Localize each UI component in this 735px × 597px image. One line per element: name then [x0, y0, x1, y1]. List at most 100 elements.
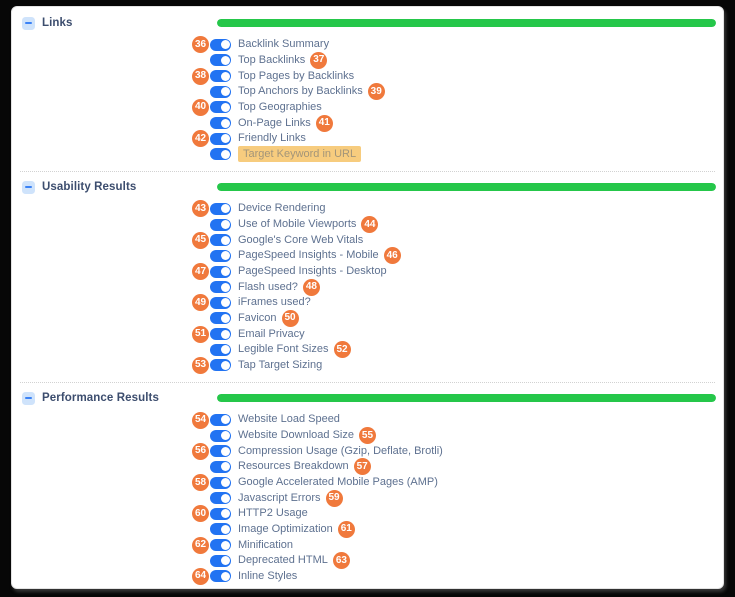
item-badge-slot: 42	[192, 130, 210, 148]
collapse-section-button[interactable]	[22, 16, 35, 30]
item-badge-slot: 49	[192, 294, 210, 312]
item-badge-slot: 58	[192, 474, 210, 492]
section-header: Performance Results	[12, 390, 723, 406]
item-toggle-switch[interactable]	[210, 249, 231, 262]
item-toggle-switch[interactable]	[210, 507, 231, 520]
step-number-badge: 54	[192, 411, 209, 429]
section-title: Performance Results	[42, 392, 159, 405]
item-row: Use of Mobile Viewports 44	[12, 216, 723, 234]
item-row: Javascript Errors 59	[12, 489, 723, 507]
item-toggle-switch[interactable]	[210, 132, 231, 145]
item-toggle-switch[interactable]	[210, 476, 231, 489]
item-toggle-switch[interactable]	[210, 101, 231, 114]
section-performance-results: Performance Results 54 Website Load Spee…	[12, 382, 723, 585]
item-label: On-Page Links	[238, 116, 311, 129]
item-row: 53 Tap Target Sizing	[12, 356, 723, 374]
toggle-knob-icon	[220, 345, 230, 355]
item-toggle-switch[interactable]	[210, 54, 231, 67]
item-toggle-switch[interactable]	[210, 554, 231, 567]
item-toggle-switch[interactable]	[210, 359, 231, 372]
item-row: 42 Friendly Links	[12, 130, 723, 148]
item-toggle-switch[interactable]	[210, 296, 231, 309]
item-toggle-switch[interactable]	[210, 312, 231, 325]
item-label: PageSpeed Insights - Desktop	[238, 265, 387, 277]
item-row: On-Page Links 41	[12, 114, 723, 132]
toggle-knob-icon	[220, 134, 230, 144]
toggle-knob-icon	[220, 493, 230, 503]
collapse-section-button[interactable]	[22, 180, 35, 194]
step-number-badge: 39	[367, 83, 385, 101]
item-toggle-switch[interactable]	[210, 117, 231, 130]
item-label: Backlink Summary	[238, 38, 330, 51]
step-number-badge: 44	[361, 216, 379, 234]
item-toggle-switch[interactable]	[210, 492, 231, 505]
item-toggle-switch[interactable]	[210, 445, 231, 458]
item-label: Inline Styles	[238, 569, 298, 582]
item-badge-slot: 51	[192, 325, 210, 343]
item-row: 62 Minification	[12, 536, 723, 554]
item-toggle-switch[interactable]	[210, 539, 231, 552]
section-progress-bar	[217, 183, 716, 192]
item-row: Image Optimization 61	[12, 520, 723, 538]
item-row: Deprecated HTML 63	[12, 552, 723, 570]
step-number-badge: 57	[353, 458, 371, 476]
item-toggle-switch[interactable]	[210, 202, 231, 215]
item-toggle-switch[interactable]	[210, 343, 231, 356]
toggle-knob-icon	[220, 71, 230, 81]
collapse-section-button[interactable]	[22, 391, 35, 405]
item-toggle-switch[interactable]	[210, 570, 231, 583]
item-row: 60 HTTP2 Usage	[12, 505, 723, 523]
toggle-knob-icon	[220, 462, 230, 472]
item-label: Device Rendering	[238, 202, 326, 215]
item-badge-slot: 56	[192, 442, 210, 460]
toggle-knob-icon	[220, 40, 230, 50]
item-label: Use of Mobile Viewports	[238, 218, 357, 231]
item-toggle-switch[interactable]	[210, 38, 231, 51]
toggle-knob-icon	[220, 204, 230, 214]
item-label: Javascript Errors	[238, 491, 321, 504]
item-toggle-switch[interactable]	[210, 460, 231, 473]
item-toggle-switch[interactable]	[210, 70, 231, 83]
step-number-badge: 52	[333, 341, 351, 359]
step-number-badge: 62	[192, 536, 209, 554]
minus-icon	[25, 397, 32, 400]
item-label: Website Load Speed	[238, 413, 340, 426]
item-toggle-switch[interactable]	[210, 234, 231, 247]
step-number-badge: 43	[192, 200, 209, 218]
item-row: Top Backlinks 37	[12, 51, 723, 69]
item-toggle-switch[interactable]	[210, 523, 231, 536]
item-label: Top Pages by Backlinks	[238, 69, 355, 82]
step-number-badge: 59	[325, 489, 343, 507]
item-toggle-switch[interactable]	[210, 429, 231, 442]
minus-icon	[25, 186, 32, 189]
item-row: 56 Compression Usage (Gzip, Deflate, Bro…	[12, 442, 723, 460]
item-toggle-switch[interactable]	[210, 218, 231, 231]
item-badge-slot: 43	[192, 200, 210, 218]
item-badge-slot: 62	[192, 536, 210, 554]
item-label: PageSpeed Insights - Mobile	[238, 249, 379, 262]
step-number-badge: 55	[358, 427, 376, 445]
item-label: Top Geographies	[238, 100, 322, 113]
section-progress-bar	[217, 19, 716, 27]
section-usability-results: Usability Results 43 Device Rendering Us…	[12, 171, 723, 374]
item-toggle-switch[interactable]	[210, 148, 231, 161]
item-toggle-switch[interactable]	[210, 85, 231, 98]
toggle-knob-icon	[220, 118, 230, 128]
step-number-badge: 63	[332, 552, 350, 570]
item-row: Flash used? 48	[12, 278, 723, 296]
section-items: 54 Website Load Speed Website Download S…	[12, 411, 723, 585]
step-number-badge: 56	[192, 442, 209, 460]
item-toggle-switch[interactable]	[210, 265, 231, 278]
toggle-knob-icon	[220, 149, 230, 159]
item-row: 47 PageSpeed Insights - Desktop	[12, 263, 723, 281]
item-label: Google's Core Web Vitals	[238, 233, 364, 246]
toggle-knob-icon	[220, 431, 230, 441]
report-settings-card: Links 36 Backlink Summary Top Backlinks …	[11, 6, 724, 589]
section-progress-fill	[217, 394, 716, 403]
item-toggle-switch[interactable]	[210, 328, 231, 341]
item-toggle-switch[interactable]	[210, 281, 231, 294]
toggle-knob-icon	[220, 87, 230, 97]
toggle-knob-icon	[220, 267, 230, 276]
item-toggle-switch[interactable]	[210, 413, 231, 426]
toggle-knob-icon	[220, 446, 230, 456]
